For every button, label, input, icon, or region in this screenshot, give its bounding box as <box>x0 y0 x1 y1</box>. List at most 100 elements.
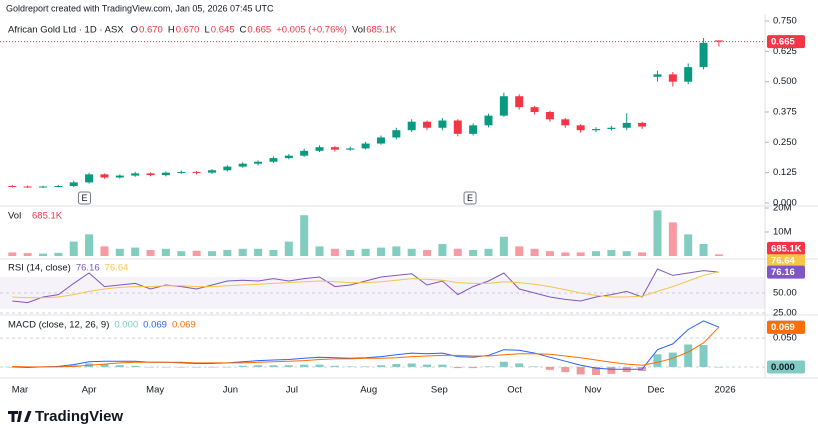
last-value-label-box <box>767 320 805 334</box>
volume-label-box <box>767 241 805 255</box>
legend-value: 76.16 <box>76 263 100 274</box>
candle-body <box>438 120 447 128</box>
ohlc-value: 0.645 <box>211 25 235 36</box>
candle-body <box>622 122 631 128</box>
candle-body <box>54 186 63 188</box>
volume-bar <box>346 250 355 256</box>
change: +0.005 (+0.76%) <box>276 25 347 36</box>
volume-bar <box>423 250 432 256</box>
ohlc-value: 0.665 <box>247 25 271 36</box>
event-label: E <box>81 193 87 203</box>
event-flag <box>463 191 477 205</box>
histogram-bar <box>668 352 677 367</box>
volume-bar <box>376 247 385 256</box>
histogram-bar <box>561 366 570 373</box>
y-tick-label: 50.00 <box>773 288 797 299</box>
histogram-bar <box>714 366 723 368</box>
volume-legend-value: 685.1K <box>32 211 63 222</box>
volume-bar <box>254 248 263 256</box>
histogram-bar <box>207 366 216 368</box>
y-tick-label: 20M <box>773 203 792 214</box>
volume-bar <box>607 250 616 256</box>
candle-body <box>161 172 170 176</box>
candle-body <box>192 171 201 173</box>
histogram-bar <box>699 345 708 367</box>
histogram-bar <box>499 361 508 367</box>
last-value-label: 76.64 <box>771 256 795 267</box>
candle-body <box>100 174 109 178</box>
histogram-bar <box>146 366 155 368</box>
candle-body <box>131 173 140 176</box>
ohlc-key: L <box>204 25 209 36</box>
x-tick-label: May <box>146 385 164 396</box>
candle-body <box>85 174 94 183</box>
last-value-label-box <box>767 265 805 279</box>
legend-value: 0.069 <box>172 320 196 331</box>
volume-bar <box>545 251 554 256</box>
candle-body <box>330 147 339 150</box>
volume-bar <box>653 210 662 256</box>
histogram-bar <box>115 365 124 367</box>
y-tick-label: 0.750 <box>773 16 797 27</box>
histogram-bar <box>684 344 693 367</box>
last-value-label-box <box>767 360 805 374</box>
logo-mark <box>8 411 32 422</box>
candle-body <box>115 175 124 178</box>
x-tick-label: Dec <box>647 385 664 396</box>
volume-bar <box>131 247 140 256</box>
volume-bar <box>714 254 723 256</box>
volume-bar <box>699 244 708 256</box>
volume-bar <box>115 248 124 256</box>
candle-body <box>530 107 539 112</box>
histogram-bar <box>653 354 662 367</box>
volume-bar <box>576 252 585 256</box>
volume-bar <box>469 250 478 256</box>
last-value-label: 0.069 <box>771 322 795 333</box>
candle-body <box>39 186 48 188</box>
candle-body <box>376 137 385 144</box>
volume-bar <box>530 248 539 256</box>
y-tick-label: 25.00 <box>773 308 797 319</box>
y-tick-label: 0.250 <box>773 137 797 148</box>
volume-bar <box>622 251 631 256</box>
candle-body <box>638 122 647 127</box>
histogram-bar <box>131 365 140 367</box>
candle-body <box>469 125 478 134</box>
candle-body <box>8 186 17 188</box>
candle-body <box>269 158 278 162</box>
candle-body <box>453 120 462 134</box>
candle-body <box>423 121 432 128</box>
histogram-bar <box>576 366 585 375</box>
brand: TradingView <box>35 408 123 425</box>
candle-body <box>576 125 585 131</box>
histogram-bar <box>177 366 186 368</box>
candle-body <box>561 119 570 126</box>
y-tick-label: 0.125 <box>773 167 797 178</box>
volume-bar <box>392 246 401 256</box>
histogram-bar <box>515 363 524 367</box>
histogram-bar <box>407 363 416 367</box>
candle-body <box>515 96 524 108</box>
volume-label: 685.1K <box>771 243 802 254</box>
legend-value: 76.64 <box>105 263 129 274</box>
pane-title: MACD (close, 12, 26, 9) <box>8 320 109 331</box>
candle-body <box>714 40 723 42</box>
histogram-bar <box>300 364 309 367</box>
histogram-bar <box>607 366 616 374</box>
histogram-bar <box>100 364 109 367</box>
volume-bar <box>207 251 216 256</box>
candle-body <box>684 67 693 82</box>
histogram-bar <box>254 365 263 367</box>
y-tick-label: 0.375 <box>773 107 797 118</box>
ohlc-value: 0.670 <box>139 25 163 36</box>
candle-body <box>346 148 355 150</box>
histogram-bar <box>284 365 293 367</box>
candle-body <box>177 171 186 173</box>
pane-title: Vol <box>8 211 21 222</box>
brand-logo: TradingView <box>8 408 123 425</box>
volume-bar <box>161 248 170 256</box>
histogram-bar <box>330 365 339 367</box>
histogram-bar <box>453 366 462 369</box>
volume-bar <box>85 234 94 256</box>
